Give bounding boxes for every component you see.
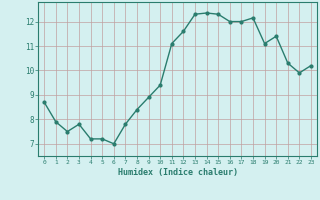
- X-axis label: Humidex (Indice chaleur): Humidex (Indice chaleur): [118, 168, 238, 177]
